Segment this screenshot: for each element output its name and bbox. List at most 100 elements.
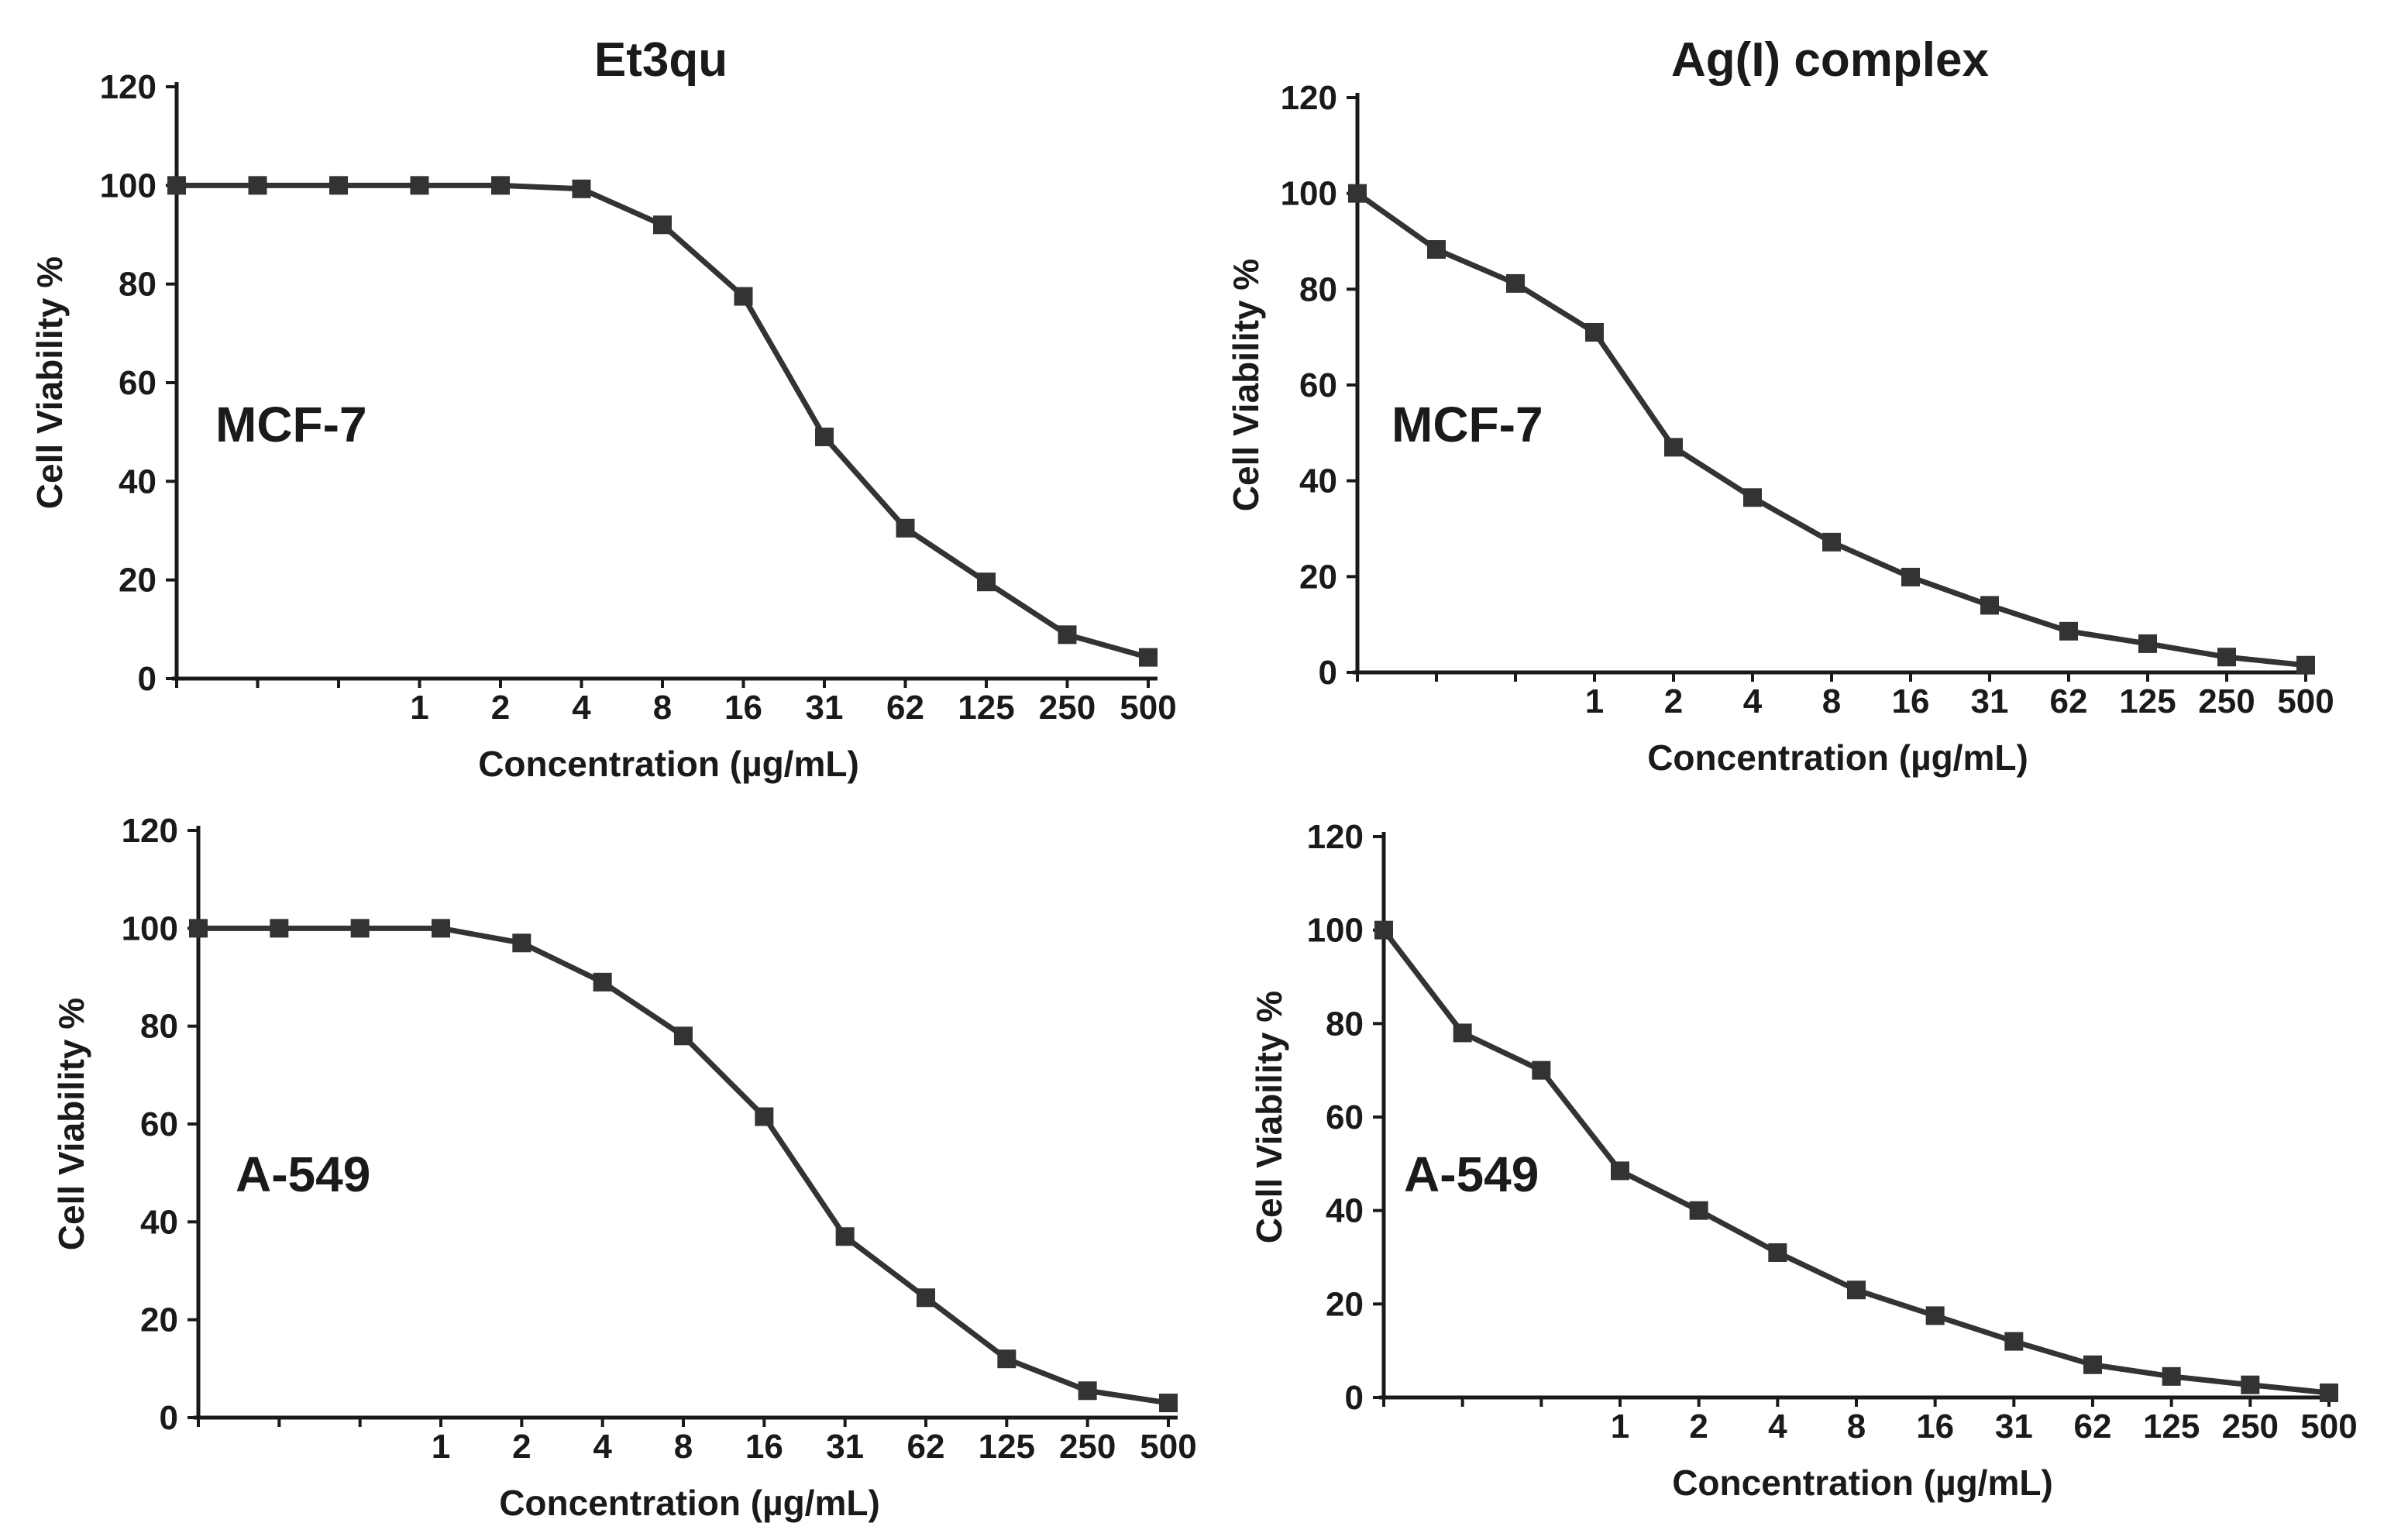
x-tick-label: 125 — [2119, 682, 2176, 720]
y-tick-label: 0 — [1319, 654, 1337, 692]
x-tick-label: 125 — [2143, 1408, 2200, 1445]
x-tick-label: 16 — [1892, 682, 1930, 720]
data-point — [1980, 596, 1999, 615]
y-tick-label: 0 — [1345, 1379, 1364, 1417]
x-tick-label: 1 — [1611, 1408, 1629, 1445]
data-point — [512, 933, 531, 953]
y-axis-title: Cell Viability % — [1226, 259, 1266, 511]
x-tick-label: 8 — [1847, 1408, 1866, 1445]
x-tick-label: 1 — [432, 1428, 450, 1466]
data-point — [1611, 1161, 1629, 1181]
y-axis-title: Cell Viability % — [1249, 991, 1289, 1243]
data-point — [167, 176, 186, 195]
y-axis-title: Cell Viability % — [29, 256, 70, 509]
data-point — [2138, 634, 2157, 653]
x-tick-label: 250 — [2222, 1408, 2279, 1445]
x-tick-label: 4 — [572, 689, 591, 727]
x-tick-label: 8 — [653, 689, 672, 727]
x-tick-label: 2 — [491, 689, 510, 727]
y-tick-label: 20 — [119, 562, 157, 600]
data-point — [1925, 1306, 1945, 1325]
data-point — [248, 176, 267, 195]
x-tick-label: 250 — [1059, 1428, 1116, 1466]
data-point — [2320, 1383, 2338, 1402]
x-tick-label: 250 — [1039, 689, 1096, 727]
y-tick-label: 100 — [100, 167, 157, 205]
x-tick-label: 62 — [2074, 1408, 2112, 1445]
data-point — [1159, 1394, 1178, 1413]
data-point — [835, 1227, 855, 1246]
x-tick-label: 2 — [512, 1428, 531, 1466]
x-tick-label: 31 — [1995, 1408, 2033, 1445]
y-tick-label: 0 — [138, 660, 157, 698]
data-point — [2162, 1366, 2181, 1386]
y-tick-label: 40 — [1299, 462, 1337, 500]
x-axis-title: Concentration (µg/mL) — [1647, 737, 2028, 778]
data-point — [1058, 625, 1077, 645]
y-tick-label: 60 — [140, 1105, 178, 1143]
data-point — [674, 1026, 693, 1046]
data-point — [329, 176, 348, 195]
data-point — [1847, 1280, 1866, 1300]
data-point — [815, 428, 834, 447]
data-point — [1453, 1023, 1472, 1043]
x-tick-label: 500 — [1120, 689, 1176, 727]
data-point — [977, 572, 996, 592]
x-tick-label: 8 — [674, 1428, 693, 1466]
x-tick-label: 500 — [1140, 1428, 1196, 1466]
panel-title: Ag(I) complex — [1671, 33, 1989, 87]
y-tick-label: 20 — [1299, 558, 1337, 596]
chart-panel-1: 0 20 40 60 80 100 120 1 2 4 8 16 31 62 125 250 500 Concen… — [29, 33, 1177, 784]
chart-panel-4: 0 20 40 60 80 100 120 1 2 4 8 16 31 62 125 250 500 Concen… — [1249, 818, 2358, 1503]
y-tick-label: 60 — [1299, 366, 1337, 404]
y-tick-label: 20 — [140, 1301, 178, 1339]
x-tick-label: 1 — [1585, 682, 1604, 720]
data-point — [1139, 648, 1158, 667]
data-point — [350, 919, 370, 938]
y-tick-label: 100 — [122, 909, 178, 947]
data-point — [432, 919, 450, 938]
y-tick-label: 40 — [119, 462, 157, 500]
x-tick-label: 500 — [2277, 682, 2334, 720]
x-tick-label: 125 — [958, 689, 1014, 727]
data-point — [1689, 1201, 1708, 1220]
data-point — [2296, 655, 2315, 675]
y-tick-label: 80 — [140, 1008, 178, 1046]
data-point — [1506, 273, 1525, 293]
y-tick-label: 80 — [1299, 270, 1337, 308]
x-tick-label: 16 — [1916, 1408, 1954, 1445]
data-point — [2004, 1332, 2024, 1351]
x-tick-label: 4 — [1743, 682, 1763, 720]
x-tick-label: 16 — [724, 689, 762, 727]
data-point — [2241, 1375, 2260, 1394]
chart-panel-3: 0 20 40 60 80 100 120 1 2 4 8 16 31 62 125 250 500 Concen… — [51, 812, 1197, 1523]
y-tick-label: 80 — [119, 266, 157, 304]
x-axis-title: Concentration (µg/mL) — [499, 1483, 880, 1523]
data-point — [491, 176, 510, 195]
y-tick-label: 60 — [119, 364, 157, 402]
x-tick-label: 4 — [1768, 1408, 1787, 1445]
data-point — [1078, 1381, 1097, 1401]
data-point — [1664, 438, 1683, 457]
data-point — [1901, 567, 1920, 586]
data-point — [1427, 240, 1446, 260]
y-tick-label: 100 — [1281, 175, 1337, 213]
x-axis-title: Concentration (µg/mL) — [1672, 1463, 2053, 1503]
data-point — [572, 179, 591, 198]
y-axis-title: Cell Viability % — [51, 998, 91, 1250]
x-tick-label: 125 — [979, 1428, 1035, 1466]
x-tick-label: 1 — [410, 689, 428, 727]
data-point — [1532, 1060, 1551, 1080]
y-tick-label: 120 — [1307, 818, 1364, 856]
x-tick-label: 16 — [745, 1428, 783, 1466]
x-tick-label: 250 — [2198, 682, 2255, 720]
data-point — [997, 1349, 1017, 1369]
x-tick-label: 62 — [907, 1428, 945, 1466]
data-point — [593, 972, 612, 992]
data-point — [410, 176, 429, 195]
data-point — [1348, 184, 1367, 203]
data-point — [2217, 648, 2236, 667]
x-tick-label: 8 — [1822, 682, 1841, 720]
y-tick-label: 0 — [160, 1399, 178, 1437]
data-point — [653, 215, 672, 235]
